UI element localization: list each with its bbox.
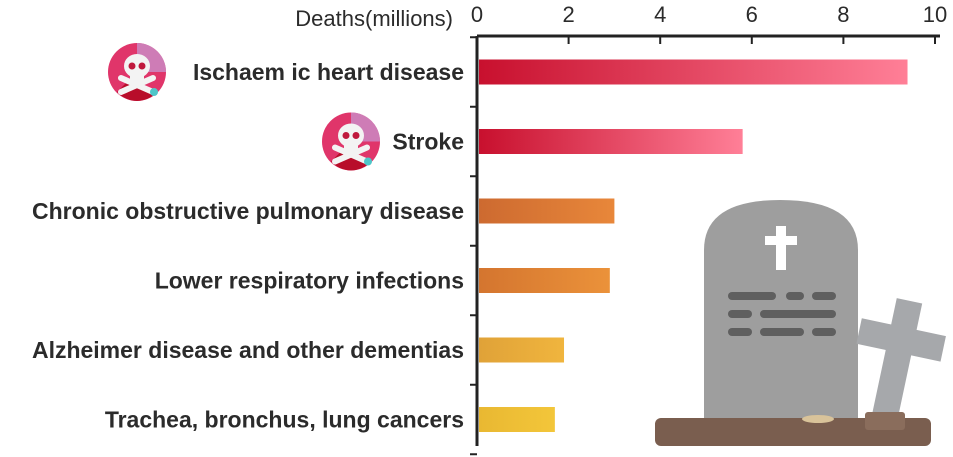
category-label: Alzheimer disease and other dementias xyxy=(32,337,464,363)
bar xyxy=(479,268,610,293)
bar xyxy=(479,129,743,154)
x-axis-title: Deaths(millions) xyxy=(295,6,453,31)
skull-icon xyxy=(108,43,166,101)
y-ticks xyxy=(470,36,477,456)
tombstone-icon xyxy=(655,200,946,446)
category-label: Lower respiratory infections xyxy=(155,268,464,294)
skull-icons xyxy=(108,43,380,171)
x-ticks: 0 2 4 6 8 10 xyxy=(471,2,947,44)
bar xyxy=(479,59,908,85)
x-tick-label: 6 xyxy=(746,2,758,27)
bar xyxy=(479,407,555,432)
x-tick-label: 0 xyxy=(471,2,483,27)
x-tick-label: 4 xyxy=(654,2,666,27)
bar xyxy=(479,337,565,363)
bars xyxy=(479,59,908,432)
x-tick-label: 8 xyxy=(837,2,849,27)
bar xyxy=(479,198,615,224)
skull-icon xyxy=(322,112,380,171)
category-label: Chronic obstructive pulmonary disease xyxy=(32,198,464,224)
category-label: Trachea, bronchus, lung cancers xyxy=(105,407,464,433)
x-tick-label: 2 xyxy=(562,2,574,27)
category-label: Stroke xyxy=(392,129,464,155)
category-label: Ischaem ic heart disease xyxy=(193,59,464,85)
x-tick-label: 10 xyxy=(923,2,947,27)
category-labels: Ischaem ic heart disease Stroke Chronic ob… xyxy=(32,59,464,433)
